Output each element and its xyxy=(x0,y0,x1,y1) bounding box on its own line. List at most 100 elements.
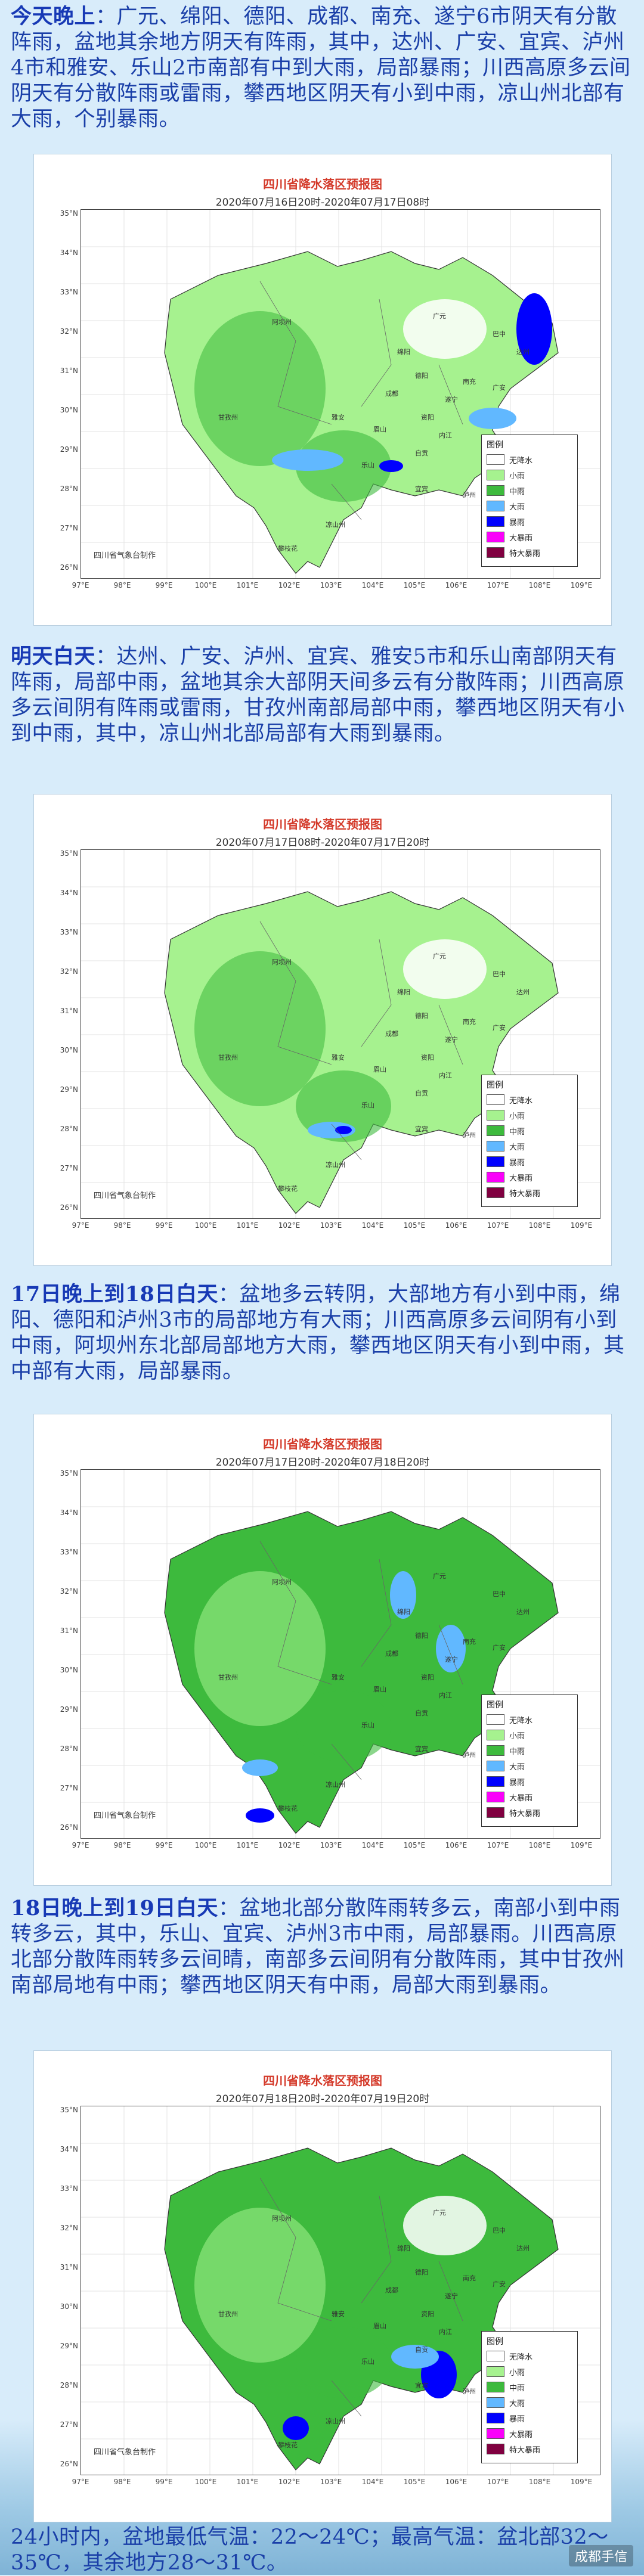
city-label: 自贡 xyxy=(415,1090,428,1097)
city-label: 攀枝花 xyxy=(278,545,298,553)
latitude-tick: 32°N xyxy=(60,967,78,976)
latitude-tick: 34°N xyxy=(60,1509,78,1517)
map-credit: 四川省气象台制作 xyxy=(94,2448,156,2457)
rain-zone xyxy=(194,1571,326,1726)
city-label: 广元 xyxy=(433,2209,446,2217)
longitude-tick: 103°E xyxy=(320,1841,342,1849)
longitude-tick: 105°E xyxy=(403,1841,426,1849)
legend-item: 特大暴雨 xyxy=(487,1806,540,1819)
legend-swatch xyxy=(487,2366,504,2377)
section-title: 今天晚上 xyxy=(11,4,96,29)
legend-swatch xyxy=(487,1745,504,1756)
city-label: 资阳 xyxy=(421,1054,434,1062)
legend-item: 无降水 xyxy=(487,1713,532,1726)
longitude-tick: 97°E xyxy=(72,2478,89,2486)
city-label: 南充 xyxy=(463,2274,476,2282)
city-label: 遂宁 xyxy=(445,1036,458,1044)
longitude-tick: 107°E xyxy=(487,1841,509,1849)
longitude-tick: 99°E xyxy=(155,1221,173,1230)
legend-label: 无降水 xyxy=(509,456,533,465)
legend-label: 中雨 xyxy=(509,1127,525,1137)
city-label: 巴中 xyxy=(493,2227,506,2234)
rain-forecast-map-1: 四川省降水落区预报图 2020年07月16日20时-2020年07月17日08时广… xyxy=(33,154,612,626)
city-label: 乐山 xyxy=(361,2358,374,2366)
city-label: 泸州 xyxy=(463,491,476,499)
watermark: 成都手信 xyxy=(568,2545,633,2566)
city-label: 凉山州 xyxy=(326,1781,345,1789)
legend-item: 暴雨 xyxy=(487,2411,525,2425)
legend-title: 图例 xyxy=(487,1700,503,1710)
heavy-rain-zone xyxy=(516,293,552,365)
legend-item: 中雨 xyxy=(487,484,525,497)
city-label: 自贡 xyxy=(415,1709,428,1717)
longitude-tick: 104°E xyxy=(361,1221,384,1230)
legend-swatch xyxy=(487,2397,504,2408)
longitude-tick: 100°E xyxy=(194,1841,217,1849)
longitude-tick: 102°E xyxy=(278,2478,301,2486)
heavy-rain-zone xyxy=(390,1571,416,1619)
legend-label: 小雨 xyxy=(509,1731,525,1741)
city-label: 甘孜州 xyxy=(218,2310,238,2318)
legend-label: 暴雨 xyxy=(509,1778,525,1787)
legend-item: 无降水 xyxy=(487,2350,532,2363)
section-body: ：广元、绵阳、德阳、成都、南充、遂宁6市阴天有分散阵雨，盆地其余地方阴天有阵雨，… xyxy=(11,5,631,131)
city-label: 眉山 xyxy=(373,1686,386,1693)
longitude-tick: 106°E xyxy=(445,1221,467,1230)
no-rain-zone xyxy=(403,299,487,359)
longitude-tick: 102°E xyxy=(278,1841,301,1849)
latitude-tick: 35°N xyxy=(60,2106,78,2114)
legend-swatch xyxy=(487,1094,504,1105)
map-legend: 图例 无降水 小雨 中雨 大雨 暴雨 大暴雨 特大暴雨 xyxy=(481,434,578,567)
city-label: 凉山州 xyxy=(326,2417,345,2425)
city-label: 阿坝州 xyxy=(272,1578,292,1586)
legend-label: 中雨 xyxy=(509,487,525,496)
legend-swatch xyxy=(487,1110,504,1121)
latitude-tick: 29°N xyxy=(60,445,78,454)
longitude-tick: 103°E xyxy=(320,2478,342,2486)
city-label: 攀枝花 xyxy=(278,1185,298,1193)
longitude-tick: 101°E xyxy=(236,1841,259,1849)
section-title: 明天白天 xyxy=(11,644,96,669)
city-label: 攀枝花 xyxy=(278,1805,298,1812)
longitude-tick: 106°E xyxy=(445,581,467,589)
longitude-tick: 109°E xyxy=(570,581,593,589)
longitude-tick: 98°E xyxy=(113,1221,131,1230)
city-label: 凉山州 xyxy=(326,1161,345,1169)
city-label: 德阳 xyxy=(415,2268,428,2276)
legend-title: 图例 xyxy=(487,440,503,450)
longitude-tick: 97°E xyxy=(72,1221,89,1230)
city-label: 眉山 xyxy=(373,1066,386,1073)
legend-label: 大雨 xyxy=(509,1143,525,1152)
longitude-tick: 108°E xyxy=(528,1221,551,1230)
longitude-tick: 109°E xyxy=(570,1221,593,1230)
city-label: 达州 xyxy=(516,348,530,356)
district-boundaries xyxy=(259,281,463,520)
legend-swatch xyxy=(487,1730,504,1740)
city-label: 绵阳 xyxy=(397,2245,410,2252)
legend-swatch xyxy=(487,2351,504,2361)
longitude-tick: 98°E xyxy=(113,2478,131,2486)
city-label: 眉山 xyxy=(373,2322,386,2330)
legend-label: 暴雨 xyxy=(509,2414,525,2424)
longitude-tick: 100°E xyxy=(194,2478,217,2486)
legend-swatch xyxy=(487,1807,504,1818)
legend-item: 无降水 xyxy=(487,1093,532,1106)
legend-swatch xyxy=(487,1761,504,1771)
legend-title: 图例 xyxy=(487,1081,503,1090)
city-label: 宜宾 xyxy=(415,1125,428,1133)
latitude-tick: 26°N xyxy=(60,2460,78,2468)
city-label: 广安 xyxy=(493,1024,506,1032)
legend-swatch xyxy=(487,2428,504,2439)
latitude-tick: 35°N xyxy=(60,849,78,858)
legend-swatch xyxy=(487,516,504,527)
legend-item: 暴雨 xyxy=(487,1155,525,1168)
city-label: 达州 xyxy=(516,988,530,996)
longitude-tick: 101°E xyxy=(236,2478,259,2486)
legend-item: 大暴雨 xyxy=(487,2427,532,2440)
latitude-tick: 30°N xyxy=(60,2302,78,2311)
city-label: 宜宾 xyxy=(415,1745,428,1753)
longitude-tick: 103°E xyxy=(320,581,342,589)
rain-zone xyxy=(194,951,326,1106)
longitude-tick: 101°E xyxy=(236,581,259,589)
city-label: 自贡 xyxy=(415,449,428,457)
